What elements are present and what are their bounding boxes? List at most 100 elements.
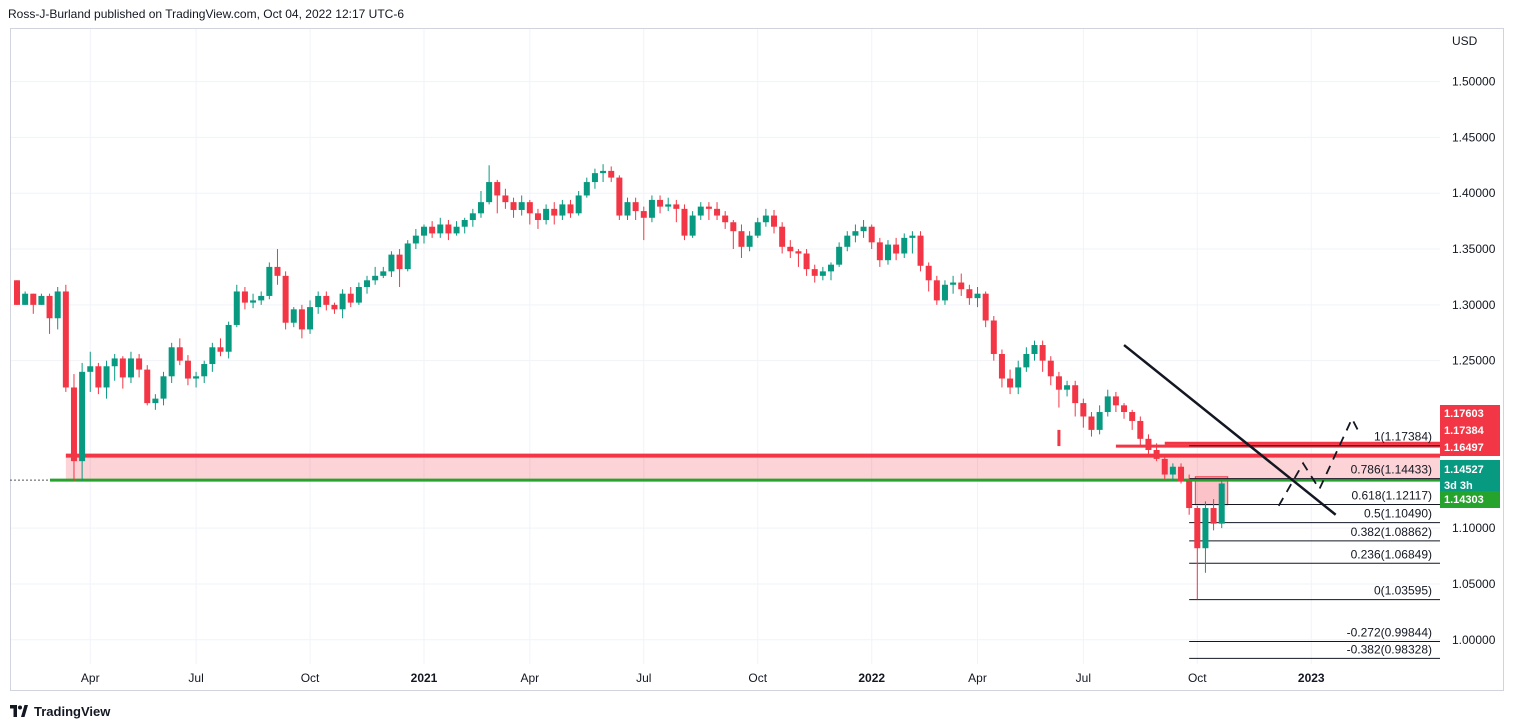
candle — [372, 266, 379, 285]
candle-body — [974, 293, 981, 299]
candle — [282, 271, 289, 330]
y-tick-label: 1.05000 — [1452, 577, 1496, 591]
candle — [1055, 371, 1062, 408]
price-label-bg — [1440, 460, 1500, 496]
candle-body — [591, 173, 598, 183]
candle-body — [657, 199, 664, 207]
candle — [608, 166, 615, 183]
candle-body — [184, 360, 191, 379]
candle — [1031, 340, 1038, 361]
candle-body — [209, 347, 216, 365]
candle — [811, 264, 818, 283]
candle — [266, 262, 273, 300]
candle-body — [567, 204, 574, 214]
candle — [315, 291, 322, 314]
candle-body — [193, 376, 200, 379]
candle — [225, 321, 232, 359]
candle-body — [795, 251, 802, 254]
candle — [828, 262, 834, 281]
price-label: 1.16497 — [1440, 439, 1500, 456]
candle-body — [355, 286, 362, 303]
footer[interactable]: TradingView — [10, 701, 110, 721]
candle — [648, 195, 655, 223]
candle-body — [1145, 438, 1152, 450]
candle-body — [111, 358, 118, 367]
candle-body — [274, 266, 281, 276]
candle-body — [1129, 412, 1136, 421]
candle — [70, 374, 77, 482]
candle-body — [1007, 378, 1014, 388]
candle-body — [1072, 385, 1079, 404]
candle-body — [543, 208, 550, 221]
candle — [453, 221, 460, 236]
candle — [201, 360, 208, 384]
candle-body — [665, 204, 672, 207]
candle — [982, 291, 989, 328]
candle-body — [152, 398, 159, 404]
candle — [860, 220, 867, 238]
candle-body — [217, 347, 224, 352]
x-tick-label: Oct — [748, 671, 767, 685]
x-tick-label: Apr — [520, 671, 539, 685]
candle — [836, 242, 843, 267]
candle — [274, 249, 281, 285]
x-tick-label: 2023 — [1298, 671, 1325, 685]
candle-body — [168, 347, 175, 377]
fib-label: -0.382(0.98328) — [1347, 642, 1432, 656]
candle — [1169, 463, 1176, 482]
candle — [1145, 434, 1152, 455]
candle — [494, 179, 501, 214]
candle — [722, 211, 729, 229]
candlestick-chart[interactable]: 1(1.17384) 0.786(1.14433) 0.618(1.12117) 0.… — [0, 0, 1514, 700]
candle — [803, 249, 810, 276]
candle — [1186, 474, 1193, 515]
levels — [10, 429, 1440, 482]
candle — [396, 249, 403, 287]
x-tick-label: Apr — [968, 671, 987, 685]
candle — [591, 168, 598, 189]
candle — [429, 221, 436, 238]
candle-body — [445, 224, 452, 234]
candle — [893, 237, 900, 261]
candle — [518, 195, 525, 216]
candle-body — [1161, 458, 1168, 475]
candle — [380, 266, 387, 279]
candle-body — [982, 293, 989, 321]
projection-path — [1277, 416, 1361, 507]
y-tick-label: 1.10000 — [1452, 521, 1496, 535]
candle-body — [453, 226, 460, 234]
candle — [193, 371, 200, 388]
candle — [461, 217, 468, 234]
candle-body — [1112, 396, 1119, 406]
candle-body — [388, 254, 395, 272]
candle — [127, 351, 134, 384]
candle — [339, 289, 346, 319]
candle — [258, 291, 265, 305]
candle-body — [290, 309, 297, 323]
candle-body — [754, 222, 761, 236]
candle — [1015, 360, 1022, 395]
candle-body — [486, 182, 493, 203]
candle — [543, 204, 550, 225]
candle-body — [738, 231, 745, 247]
y-tick-label: 1.50000 — [1452, 75, 1496, 89]
candle — [1072, 380, 1079, 417]
candle-body — [258, 295, 265, 301]
candle-body — [771, 215, 778, 227]
candle — [779, 222, 786, 254]
candle — [233, 284, 240, 328]
candle — [941, 280, 948, 305]
candle — [697, 202, 704, 221]
price-label-countdown: 3d 3h — [1444, 480, 1473, 492]
candle-body — [477, 202, 484, 214]
candle-body — [860, 226, 867, 232]
candle — [412, 228, 419, 250]
candle-body — [298, 309, 305, 330]
price-label: 1.14527 3d 3h — [1440, 460, 1500, 496]
candle-body — [46, 295, 53, 319]
candle — [1104, 389, 1111, 417]
candle — [144, 365, 151, 406]
candle-body — [1015, 367, 1022, 388]
candle — [551, 202, 558, 225]
candle-body — [526, 202, 533, 214]
